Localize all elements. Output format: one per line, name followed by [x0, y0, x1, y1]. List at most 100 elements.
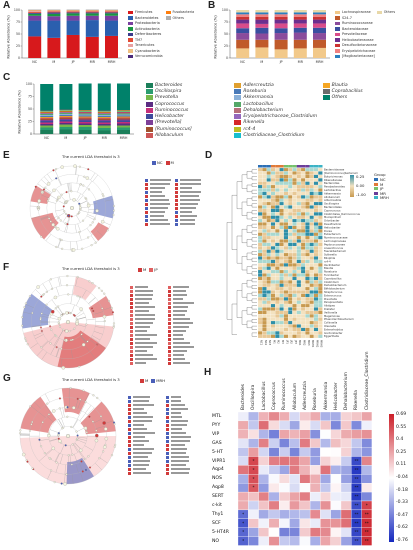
cladogram-node [36, 285, 40, 289]
taxa-swatch [145, 198, 148, 202]
taxa-legend-item [130, 301, 168, 305]
cladogram-branch [76, 317, 86, 320]
cladogram-node [49, 278, 52, 281]
heatmap-cell [318, 205, 323, 209]
cladogram-node [67, 293, 70, 296]
bar-segment [78, 110, 92, 111]
taxa-legend-item [130, 321, 168, 325]
group-annotation-cell [288, 165, 293, 168]
heatmap-cell [292, 314, 297, 318]
heatmap-cell [309, 290, 314, 294]
bar-segment [293, 10, 307, 13]
correlation-cell [268, 429, 280, 439]
heatmap-row-label: Butyricimonas [324, 174, 343, 178]
bar-segment [78, 119, 92, 121]
group-annotation-cell [309, 165, 314, 168]
cladogram-node [51, 287, 54, 290]
heatmap-cell [309, 212, 314, 216]
heatmap-cell [288, 249, 293, 254]
heatmap-cell [296, 195, 302, 199]
cladogram-branch [87, 407, 95, 415]
cladogram-node [40, 445, 43, 448]
heatmap-row-label: [Ruminococcus]bacterium [324, 171, 358, 175]
heatmap-cell [309, 225, 314, 230]
cladogram-branch [31, 216, 40, 219]
taxa-legend-item [128, 431, 166, 435]
heatmap-cell [313, 286, 319, 291]
heatmap-cell [283, 280, 289, 284]
heatmap-cell [300, 303, 306, 308]
correlation-cell [289, 500, 300, 511]
taxa-legend-item [167, 361, 206, 365]
heatmap-cell [305, 235, 310, 240]
heatmap-cell [309, 256, 314, 260]
group-legend-item: M [374, 182, 383, 187]
heatmap-column-label: M3 [281, 340, 285, 344]
heatmap-cell [275, 198, 280, 203]
heatmap-cell [292, 252, 297, 257]
heatmap-cell [296, 181, 302, 186]
heatmap-cell [275, 178, 280, 182]
heatmap-row-label: Peptococcaceae [324, 242, 345, 246]
bar-segment [255, 10, 269, 13]
heatmap-cell [257, 178, 263, 182]
bar-segment [117, 116, 130, 118]
heatmap-row-label: Lactobacillus [324, 188, 342, 192]
taxa-label-line [135, 302, 150, 304]
heatmap-cell [300, 235, 306, 240]
correlation-row-label: Aqp8 [212, 485, 224, 491]
group-legend-item: MRH [151, 378, 165, 383]
correlation-row-label: NOS [212, 476, 222, 482]
cladogram-node [79, 206, 82, 209]
bar-segment [78, 113, 92, 114]
bar-segment [59, 110, 73, 111]
taxa-swatch [165, 427, 169, 431]
heatmap-cell [309, 167, 314, 172]
legend-label: Akkermansia [243, 95, 274, 101]
taxa-label-line [170, 452, 187, 454]
cladogram-branch [96, 230, 104, 237]
cladogram-branch [56, 287, 60, 296]
heatmap-cell [275, 297, 280, 301]
cladogram-node [25, 339, 28, 342]
taxa-legend-item [165, 463, 204, 467]
taxa-swatch [128, 423, 131, 427]
correlation-cell [248, 420, 259, 430]
bar-segment [117, 122, 130, 124]
heatmap-cell [279, 188, 284, 192]
correlation-cell [258, 536, 270, 546]
cladogram-branch [57, 277, 61, 287]
bar-segment [117, 125, 130, 128]
heatmap-cell [300, 317, 306, 322]
heatmap-cell [262, 235, 267, 240]
correlation-cell [289, 465, 300, 475]
heatmap-cell [262, 201, 267, 206]
taxa-label-line [180, 223, 196, 225]
heatmap-cell [266, 229, 271, 233]
legend-item: Firmicutes [128, 10, 166, 15]
bar-segment [97, 114, 111, 115]
group-label: M [145, 378, 149, 383]
bar-segment [66, 15, 80, 21]
heatmap-cell [266, 174, 271, 179]
taxa-legend-item [128, 419, 166, 423]
heatmap-cell [318, 181, 323, 186]
cladogram-node [37, 205, 40, 208]
bar-segment [293, 19, 307, 24]
cladogram-branch [40, 216, 49, 220]
taxa-legend-item [175, 198, 205, 202]
heatmap-cell [266, 324, 271, 328]
bar-segment [66, 12, 80, 14]
taxa-swatch [167, 305, 171, 309]
heatmap-cell [257, 286, 263, 291]
heatmap-row-label: Turicibacter [324, 273, 340, 277]
heatmap-cell [266, 334, 271, 339]
legend-item: Rikenella [234, 120, 322, 126]
heatmap-cell [279, 239, 284, 243]
bar-segment [59, 112, 73, 113]
taxa-swatch [165, 467, 169, 471]
cladogram-branch [79, 413, 86, 421]
heatmap-cell [296, 320, 302, 325]
heatmap-cell [309, 239, 314, 243]
bar-segment [40, 127, 54, 130]
